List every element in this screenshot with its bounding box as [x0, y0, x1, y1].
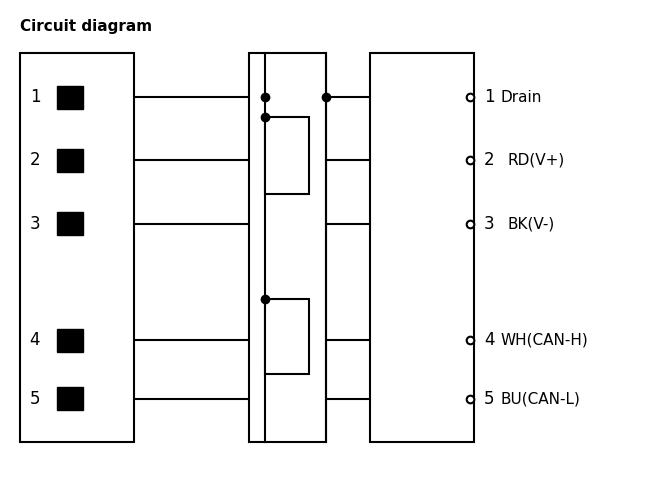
Bar	[370, 53, 474, 442]
Bar	[20, 53, 134, 442]
Text: BU(CAN-L): BU(CAN-L)	[501, 391, 581, 406]
Text: 4: 4	[484, 331, 495, 349]
Text: Drain: Drain	[501, 90, 542, 104]
Bar	[57, 86, 83, 109]
Text: 1: 1	[484, 88, 495, 106]
Text: 2: 2	[30, 151, 40, 170]
Text: 5: 5	[30, 389, 40, 408]
Text: 3: 3	[30, 214, 40, 233]
Text: 3: 3	[484, 214, 495, 233]
Bar	[57, 329, 83, 352]
Bar	[265, 299, 309, 374]
Text: WH(CAN-H): WH(CAN-H)	[501, 333, 589, 347]
Text: BK(V-): BK(V-)	[507, 216, 554, 231]
Bar	[57, 387, 83, 410]
Text: Circuit diagram: Circuit diagram	[20, 19, 153, 34]
Text: 2: 2	[484, 151, 495, 170]
Text: 4: 4	[30, 331, 40, 349]
Text: RD(V+): RD(V+)	[507, 153, 564, 168]
Bar	[249, 53, 326, 442]
Bar	[57, 212, 83, 235]
Text: 1: 1	[30, 88, 40, 106]
Bar	[57, 149, 83, 172]
Bar	[265, 117, 309, 194]
Text: 5: 5	[484, 389, 495, 408]
